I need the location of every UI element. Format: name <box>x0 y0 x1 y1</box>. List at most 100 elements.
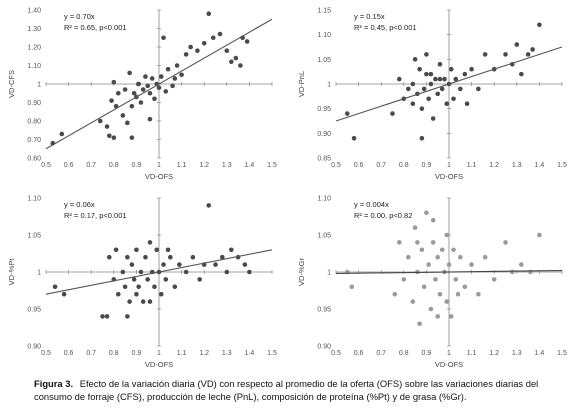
data-point <box>476 86 481 92</box>
y-tick-label: 0.60 <box>27 156 41 163</box>
x-tick-label: 0.9 <box>132 162 142 169</box>
x-tick-label: 1 <box>447 162 451 169</box>
data-point <box>419 135 425 141</box>
stats-label: R² = 0.17, p<0.001 <box>64 211 127 220</box>
data-point <box>406 254 411 260</box>
x-axis-title: VD-OFS <box>145 172 173 180</box>
stats-label: R² = 0.00, p<0.82 <box>354 211 412 220</box>
equation-label: y = 0.70x <box>64 12 95 21</box>
data-point <box>152 96 157 102</box>
data-point <box>143 74 148 79</box>
data-point <box>120 269 126 275</box>
data-point <box>390 111 395 116</box>
trend-line <box>45 18 273 150</box>
data-point <box>412 225 418 230</box>
data-point <box>453 76 459 82</box>
data-point <box>491 277 497 282</box>
data-point <box>242 262 248 267</box>
data-point <box>430 240 436 245</box>
data-point <box>444 101 450 107</box>
data-point <box>444 299 450 304</box>
data-point <box>106 133 112 139</box>
y-tick-label: 1.10 <box>317 196 331 203</box>
data-point <box>439 86 445 92</box>
data-point <box>138 100 144 105</box>
x-tick-label: 1.3 <box>222 162 232 169</box>
data-point <box>125 254 130 260</box>
data-point <box>433 277 438 282</box>
trend-line <box>335 269 563 275</box>
data-point <box>458 86 463 92</box>
data-point <box>125 314 130 319</box>
x-axis-title: VD-OFS <box>435 360 463 368</box>
x-tick-label: 0.6 <box>64 350 74 357</box>
x-tick-label: 0.5 <box>331 350 341 357</box>
data-point <box>158 291 164 297</box>
data-point <box>177 262 182 267</box>
data-point <box>116 90 121 96</box>
equation-label: y = 0.004x <box>354 200 389 209</box>
y-axis-title: VD-PnL <box>297 71 306 97</box>
data-point <box>201 41 207 46</box>
data-point <box>428 71 434 77</box>
data-point <box>183 269 189 275</box>
x-tick-label: 0.7 <box>86 162 96 169</box>
data-point <box>503 52 508 57</box>
data-point <box>161 35 166 41</box>
data-point <box>482 52 488 57</box>
data-point <box>206 203 212 208</box>
x-tick-label: 1.1 <box>177 162 187 169</box>
data-point <box>421 284 427 290</box>
x-tick-label: 0.9 <box>422 162 432 169</box>
y-tick-label: 1.05 <box>317 57 331 64</box>
x-tick-label: 1.3 <box>512 162 522 169</box>
x-tick-label: 0.6 <box>354 350 364 357</box>
data-point <box>172 284 178 290</box>
x-tick-label: 0.7 <box>86 350 96 357</box>
data-point <box>435 314 440 319</box>
data-point <box>451 96 456 102</box>
x-tick-label: 1.3 <box>512 350 522 357</box>
data-point <box>410 81 416 87</box>
figure-caption-text: Efecto de la variación diaria (VD) con r… <box>34 378 539 402</box>
data-point <box>152 284 157 290</box>
data-point <box>134 247 139 253</box>
data-point <box>140 299 146 304</box>
data-point <box>410 299 416 304</box>
chart-svg: 0.5 0.6 0.7 0.8 0.9 1 1.1 1.2 1.3 1.4 1.5 0.90 0.95 1… <box>297 196 567 369</box>
data-point <box>448 66 454 72</box>
data-point <box>396 240 402 245</box>
data-point <box>476 291 481 297</box>
chart-vd-pnl: 0.5 0.6 0.7 0.8 0.9 1 1.1 1.2 1.3 1.4 1.5 0.85 0.90 0… <box>290 0 580 181</box>
data-point <box>444 232 450 238</box>
data-point <box>106 254 112 260</box>
data-point <box>147 240 153 245</box>
data-point <box>213 262 218 267</box>
x-tick-label: 1.4 <box>535 162 545 169</box>
data-point <box>233 55 239 61</box>
data-point <box>229 247 234 253</box>
x-tick-label: 1 <box>157 162 161 169</box>
x-tick-label: 1 <box>447 350 451 357</box>
x-axis-title: VD-OFS <box>145 360 173 368</box>
y-tick-label: 1.40 <box>27 8 41 15</box>
data-point <box>514 42 520 47</box>
data-point <box>140 87 146 92</box>
data-point <box>464 101 470 107</box>
data-point <box>163 89 169 94</box>
chart-vd-pt: 0.5 0.6 0.7 0.8 0.9 1 1.1 1.2 1.3 1.4 1.5 0.90 0.95 1… <box>0 188 290 369</box>
data-point <box>437 76 443 82</box>
data-point <box>417 66 422 72</box>
y-axis-title: VD-%Pt <box>7 258 16 286</box>
x-tick-label: 0.8 <box>399 162 409 169</box>
data-point <box>244 39 250 44</box>
data-point <box>462 71 468 77</box>
data-point <box>149 76 155 81</box>
chart-vd-cfs: 0.5 0.6 0.7 0.8 0.9 1 1.1 1.2 1.3 1.4 1.5 0.60 0.70 0… <box>0 0 290 181</box>
y-tick-label: 1 <box>327 82 331 89</box>
data-point <box>469 262 474 267</box>
data-point <box>179 72 184 78</box>
data-point <box>525 52 531 57</box>
data-point <box>136 284 141 290</box>
trend-line <box>45 249 273 295</box>
